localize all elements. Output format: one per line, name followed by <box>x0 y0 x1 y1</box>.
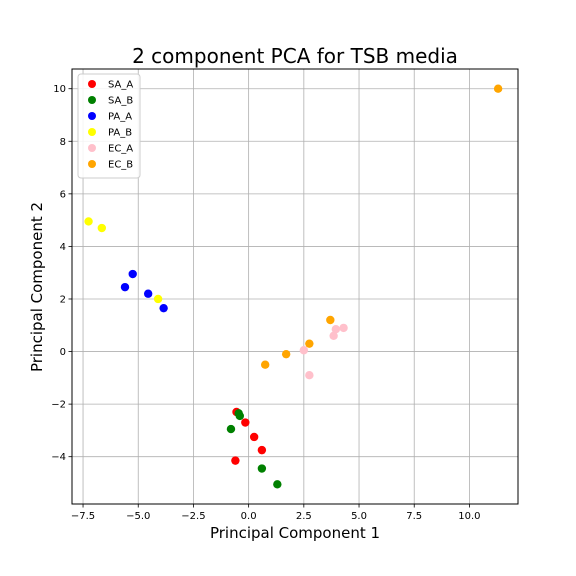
point-ec-b <box>281 349 291 359</box>
point-ec-b <box>260 360 270 369</box>
data-points <box>84 84 503 489</box>
x-tick-label: 0.0 <box>241 511 257 522</box>
y-axis-label: Principal Component 2 <box>28 202 46 372</box>
legend-entry-label: EC_B <box>108 160 133 171</box>
legend-entry-label: PA_A <box>108 112 132 123</box>
point-pa-a <box>143 289 153 298</box>
y-tick-label: 10 <box>53 84 66 95</box>
point-pa-b <box>153 294 163 304</box>
point-pa-b <box>97 223 107 233</box>
x-tick-label: −5.0 <box>126 511 150 522</box>
y-tick-label: 4 <box>60 242 66 253</box>
legend: SA_A SA_B PA_A PA_B EC_A EC_B <box>77 73 141 179</box>
point-ec-b <box>326 315 335 325</box>
point-pa-b <box>84 217 93 226</box>
point-ec-a <box>331 325 341 334</box>
x-tick-label: −2.5 <box>181 511 205 522</box>
point-ec-a <box>329 331 338 340</box>
legend-marker <box>88 160 96 168</box>
y-tick-label: −2 <box>51 400 66 411</box>
x-tick-label: −7.5 <box>71 511 95 522</box>
point-sa-a <box>231 456 240 465</box>
legend-marker <box>88 96 96 104</box>
y-tick-label: 0 <box>60 347 66 358</box>
point-sa-b <box>226 424 236 434</box>
axis-ticks: −7.5 −5.0 −2.5 0.0 2.5 5.0 7.5 10.0 −4 −2 0 2 4 6 8 10 <box>51 84 480 522</box>
point-sa-a <box>241 418 250 427</box>
point-ec-a <box>305 371 314 380</box>
legend-entry-label: EC_A <box>108 144 133 155</box>
legend-marker <box>88 80 96 88</box>
point-ec-a <box>299 346 309 355</box>
legend-marker <box>88 112 96 120</box>
point-sa-b <box>257 464 267 473</box>
x-tick-label: 10.0 <box>458 511 480 522</box>
x-tick-label: 7.5 <box>406 511 422 522</box>
legend-entry-label: SA_B <box>108 96 133 107</box>
point-ec-b <box>493 84 503 93</box>
y-tick-label: 6 <box>60 189 66 200</box>
point-sa-a <box>257 445 267 455</box>
x-tick-label: 2.5 <box>296 511 312 522</box>
point-ec-a <box>339 323 348 333</box>
point-pa-a <box>159 303 168 313</box>
x-tick-label: 5.0 <box>351 511 367 522</box>
legend-marker <box>88 128 96 136</box>
y-tick-label: 2 <box>60 294 66 305</box>
legend-entry-label: SA_A <box>108 80 133 91</box>
point-sa-b <box>235 411 245 421</box>
legend-entry-label: PA_B <box>108 128 132 139</box>
y-tick-label: 8 <box>60 137 66 148</box>
x-axis-label: Principal Component 1 <box>210 524 380 542</box>
chart-title: 2 component PCA for TSB media <box>132 44 458 68</box>
point-pa-a <box>120 282 130 292</box>
grid <box>72 69 518 504</box>
point-ec-b <box>305 339 314 348</box>
y-tick-label: −4 <box>51 452 66 463</box>
point-sa-b <box>273 480 282 489</box>
point-sa-a <box>249 432 259 442</box>
plot-area-frame <box>71 68 519 505</box>
legend-marker <box>88 144 96 152</box>
point-pa-a <box>128 269 137 279</box>
